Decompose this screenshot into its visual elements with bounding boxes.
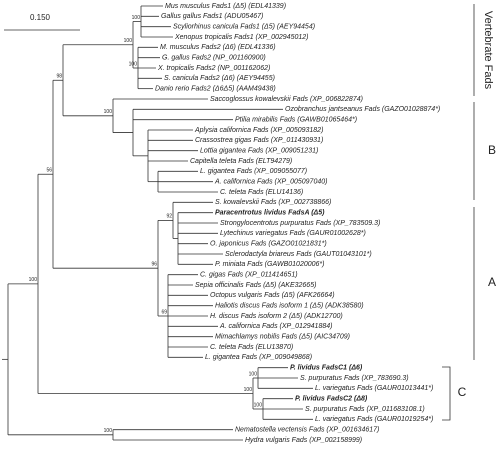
- bootstrap-label: 100: [244, 387, 253, 393]
- leaf-label: X. tropicalis Fads2 (NP_001162062): [157, 65, 270, 72]
- leaf-label: Ozobranchus jantseanus Fads (GAZO0102887…: [285, 106, 440, 113]
- leaf-label: Xenopus tropicalis Fads1 (XP_002945012): [174, 34, 308, 41]
- leaf-label: C. teleta Fads (ELU14136): [220, 189, 303, 196]
- bootstrap-label: 100: [29, 277, 38, 283]
- leaf-label: S. canicula Fads2 (Δ6) (AEY94455): [164, 75, 275, 82]
- bootstrap-label: 100: [104, 109, 113, 115]
- leaf-label: Capitella teleta Fads (ELT94279): [190, 158, 292, 165]
- leaf-label: Mimachlamys nobilis Fads (Δ5) (AIC34709): [215, 334, 350, 341]
- leaf-label: Lottia gigantea Fads (XP_009051231): [200, 148, 318, 155]
- leaf-label: A. californica Fads (XP_005097040): [214, 179, 327, 186]
- scale-label: 0.150: [30, 13, 51, 22]
- group-label: B: [488, 143, 496, 157]
- bootstrap-label: 100: [104, 428, 113, 434]
- leaf-label: P. lividus FadsC1 (Δ6): [290, 365, 363, 372]
- group-label: Vertebrate Fads: [482, 11, 494, 90]
- leaf-label: Nematostella vectensis Fads (XP_00163461…: [235, 427, 379, 434]
- leaf-label: Lytechinus variegatus Fads (GAUR01002628…: [220, 230, 366, 237]
- bootstrap-label: 92: [166, 214, 172, 220]
- leaf-label: Octopus vulgaris Fads (Δ5) (AFK26664): [210, 292, 335, 299]
- leaf-label: L. variegatus Fads (GAUR01013441*): [315, 385, 433, 392]
- leaf-label: Haliotis discus Fads isoform 1 (Δ5) (ADK…: [215, 303, 364, 310]
- bootstrap-label: 100: [132, 15, 141, 21]
- leaf-label: C. teleta Fads (ELU13870): [210, 344, 293, 351]
- leaf-label: L. gigantea Fads (XP_009049868): [205, 354, 312, 361]
- leaf-label: Sclerodactyla briareus Fads (GAUT0104310…: [225, 251, 372, 258]
- bootstrap-label: 69: [161, 309, 167, 315]
- leaf-label: M. musculus Fads2 (Δ6) (EDL41336): [160, 44, 276, 51]
- bootstrap-label: 56: [46, 168, 52, 174]
- leaf-label: Hydra vulgaris Fads (XP_002158999): [245, 437, 362, 444]
- group-label: C: [458, 385, 467, 399]
- leaf-label: Mus musculus Fads1 (Δ5) (EDL41339): [165, 3, 286, 10]
- leaf-label: S. purpuratus Fads (XP_011683108.1): [305, 406, 425, 413]
- group-label: A: [488, 275, 496, 289]
- leaf-label: S. purpuratus Fads (XP_783690.3): [300, 375, 409, 382]
- leaf-label: Strongylocentrotus purpuratus Fads (XP_7…: [220, 220, 380, 227]
- group-bracket: [442, 366, 451, 421]
- leaf-label: Saccoglossus kowalevskii Fads (XP_006822…: [210, 96, 363, 103]
- leaf-label: Sepia officinalis Fads (Δ5) (AKE32665): [195, 282, 316, 289]
- leaf-label: O. japonicus Fads (GAZO01021831*): [210, 241, 327, 248]
- leaf-label: L. gigantea Fads (XP_009055077): [200, 168, 307, 175]
- leaf-label: P. miniata Fads (GAWB01020006*): [215, 261, 324, 268]
- leaf-label: S. kowalevskii Fads (XP_002738866): [215, 199, 331, 206]
- leaf-label: G. gallus Fads2 (NP_001160900): [162, 55, 266, 62]
- bootstrap-label: 100: [249, 371, 258, 377]
- bootstrap-label: 96: [151, 262, 157, 268]
- leaf-label: Ptilia mirabilis Fads (GAWB01065464*): [235, 117, 357, 124]
- leaf-label: P. lividus FadsC2 (Δ8): [295, 396, 368, 403]
- leaf-label: Aplysia californica Fads (XP_005093182): [194, 127, 323, 134]
- bootstrap-label: 100: [254, 402, 263, 408]
- bootstrap-label: 98: [56, 74, 62, 80]
- leaf-label: Scyliorhinus canicula Fads1 (Δ5) (AEY944…: [173, 24, 315, 31]
- bootstrap-label: 100: [124, 38, 133, 44]
- leaf-label: H. discus Fads isoform 2 (Δ5) (ADK12700): [210, 313, 343, 320]
- leaf-label: L. variegatus Fads (GAUR01019254*): [315, 416, 433, 423]
- leaf-label: Paracentrotus lividus FadsA (Δ5): [215, 210, 325, 217]
- leaf-label: A. californica Fads (XP_012941884): [219, 323, 332, 330]
- leaf-label: Gallus gallus Fads1 (ADU05467): [161, 13, 263, 20]
- leaf-label: C. gigas Fads (XP_011414651): [200, 272, 298, 279]
- leaf-label: Danio rerio Fads2 (Δ6Δ5) (AAM49438): [155, 86, 276, 93]
- leaf-label: Crassostrea gigas Fads (XP_011430931): [195, 137, 323, 144]
